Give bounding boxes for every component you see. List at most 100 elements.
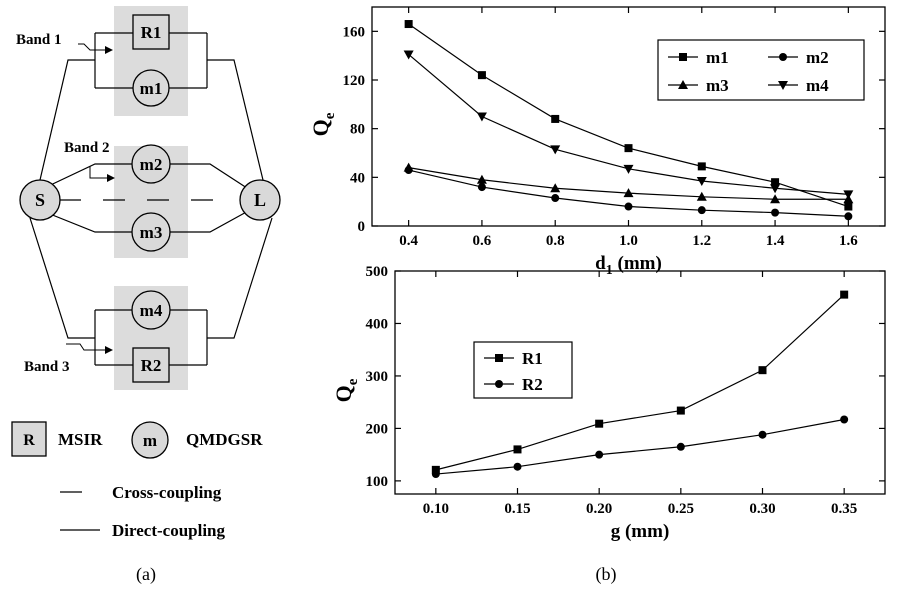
point-m1 bbox=[404, 20, 413, 29]
point-m3 bbox=[696, 191, 707, 201]
point-m2 bbox=[844, 212, 853, 221]
point-m2 bbox=[624, 202, 633, 211]
x-axis-label: g (mm) bbox=[611, 521, 670, 542]
x-tick-label: 1.6 bbox=[839, 233, 858, 249]
y-tick-label: 120 bbox=[343, 73, 366, 89]
point-R1 bbox=[758, 366, 767, 375]
legend-label-m2: m2 bbox=[806, 48, 829, 67]
y-tick-label: 400 bbox=[366, 316, 389, 332]
y-tick-label: 80 bbox=[350, 122, 365, 138]
direct-coupling-lines bbox=[29, 32, 273, 366]
svg-text:R: R bbox=[23, 432, 35, 449]
x-tick-label: 0.30 bbox=[749, 501, 775, 517]
legend-marker-R1 bbox=[495, 354, 503, 362]
point-m4 bbox=[696, 176, 707, 186]
legend-marker-R2 bbox=[495, 380, 503, 388]
legend-marker-m2 bbox=[779, 53, 787, 61]
legend-label-R1: R1 bbox=[522, 349, 543, 368]
point-m1 bbox=[624, 144, 633, 153]
point-R2 bbox=[513, 462, 522, 471]
caption-b: (b) bbox=[596, 564, 617, 585]
legend-label-m1: m1 bbox=[706, 48, 729, 67]
y-tick-label: 300 bbox=[366, 369, 389, 385]
x-tick-label: 0.10 bbox=[423, 501, 449, 517]
band2-arrow bbox=[89, 166, 115, 182]
point-R1 bbox=[840, 290, 849, 299]
band3-label: Band 3 bbox=[24, 359, 69, 375]
svg-text:S: S bbox=[35, 190, 45, 210]
point-R2 bbox=[840, 415, 849, 424]
point-m4 bbox=[843, 190, 854, 200]
point-R2 bbox=[595, 450, 604, 459]
x-tick-label: 1.4 bbox=[766, 233, 785, 249]
x-tick-label: 0.15 bbox=[504, 501, 530, 517]
coupling-diagram: R1 m1 m2 m3 m4 R2 S L bbox=[11, 6, 281, 585]
point-m3 bbox=[770, 194, 781, 204]
band1-arrow bbox=[78, 43, 113, 54]
svg-text:MSIR: MSIR bbox=[58, 430, 103, 449]
point-m1 bbox=[551, 114, 560, 123]
svg-text:m4: m4 bbox=[140, 301, 163, 320]
point-R1 bbox=[595, 419, 604, 428]
legend-label-R2: R2 bbox=[522, 375, 543, 394]
x-tick-label: 0.6 bbox=[473, 233, 492, 249]
band3-arrow bbox=[66, 343, 113, 354]
point-R1 bbox=[431, 465, 440, 474]
x-tick-label: 1.0 bbox=[619, 233, 638, 249]
svg-text:m3: m3 bbox=[140, 223, 163, 242]
resonator-m1: m1 bbox=[132, 69, 170, 107]
plot-frame bbox=[394, 270, 886, 495]
y-tick-label: 500 bbox=[366, 264, 389, 280]
legend-label-m4: m4 bbox=[806, 76, 829, 95]
point-m4 bbox=[476, 112, 487, 122]
y-tick-label: 0 bbox=[358, 219, 366, 235]
point-m1 bbox=[844, 202, 853, 211]
point-m1 bbox=[477, 71, 486, 80]
svg-text:QMDGSR: QMDGSR bbox=[186, 430, 263, 449]
legend-marker-m1 bbox=[679, 53, 687, 61]
x-tick-label: 0.25 bbox=[668, 501, 694, 517]
svg-text:m2: m2 bbox=[140, 155, 163, 174]
point-R2 bbox=[676, 442, 685, 451]
point-m3 bbox=[476, 174, 487, 184]
resonator-m2: m2 bbox=[131, 144, 171, 184]
diagram-legend: R MSIR m QMDGSR Cross-coupling Direct-co… bbox=[11, 421, 263, 540]
legend-marker-m4 bbox=[778, 81, 788, 90]
point-m2 bbox=[551, 194, 560, 203]
point-m2 bbox=[771, 208, 780, 217]
y-tick-label: 100 bbox=[366, 474, 389, 490]
y-tick-label: 40 bbox=[350, 170, 365, 186]
point-m4 bbox=[623, 164, 634, 174]
series-line-R2 bbox=[435, 418, 845, 475]
x-tick-label: 0.8 bbox=[546, 233, 565, 249]
resonator-m4: m4 bbox=[131, 290, 171, 330]
svg-text:R1: R1 bbox=[141, 23, 162, 42]
x-tick-label: 0.35 bbox=[831, 501, 857, 517]
point-m3 bbox=[403, 162, 414, 172]
load-node: L bbox=[239, 179, 281, 221]
y-tick-label: 160 bbox=[343, 24, 366, 40]
point-m1 bbox=[771, 178, 780, 187]
chart-qe-vs-d1: 0.4 0.6 0.8 1.0 1.2 1.4 1.6 0 40 80 120 160 Qe d1 (mm… bbox=[308, 6, 886, 278]
point-m3 bbox=[623, 188, 634, 198]
x-tick-label: 0.20 bbox=[586, 501, 612, 517]
point-m2 bbox=[697, 206, 706, 215]
x-tick-label: 1.2 bbox=[692, 233, 711, 249]
svg-text:Direct-coupling: Direct-coupling bbox=[112, 521, 226, 540]
point-m1 bbox=[697, 162, 706, 171]
legend-label-m3: m3 bbox=[706, 76, 729, 95]
resonator-r1: R1 bbox=[132, 14, 170, 50]
y-tick-label: 200 bbox=[366, 421, 389, 437]
point-m2 bbox=[477, 183, 486, 192]
x-tick-label: 0.4 bbox=[399, 233, 418, 249]
y-axis-label: Qe bbox=[308, 112, 338, 136]
svg-text:L: L bbox=[254, 190, 266, 210]
resonator-m3: m3 bbox=[131, 212, 171, 252]
band1-label: Band 1 bbox=[16, 32, 61, 48]
svg-text:Cross-coupling: Cross-coupling bbox=[112, 483, 222, 502]
point-m3 bbox=[550, 183, 561, 193]
point-R2 bbox=[758, 430, 767, 439]
svg-text:m: m bbox=[143, 431, 157, 450]
svg-text:R2: R2 bbox=[141, 356, 162, 375]
point-R1 bbox=[513, 445, 522, 454]
